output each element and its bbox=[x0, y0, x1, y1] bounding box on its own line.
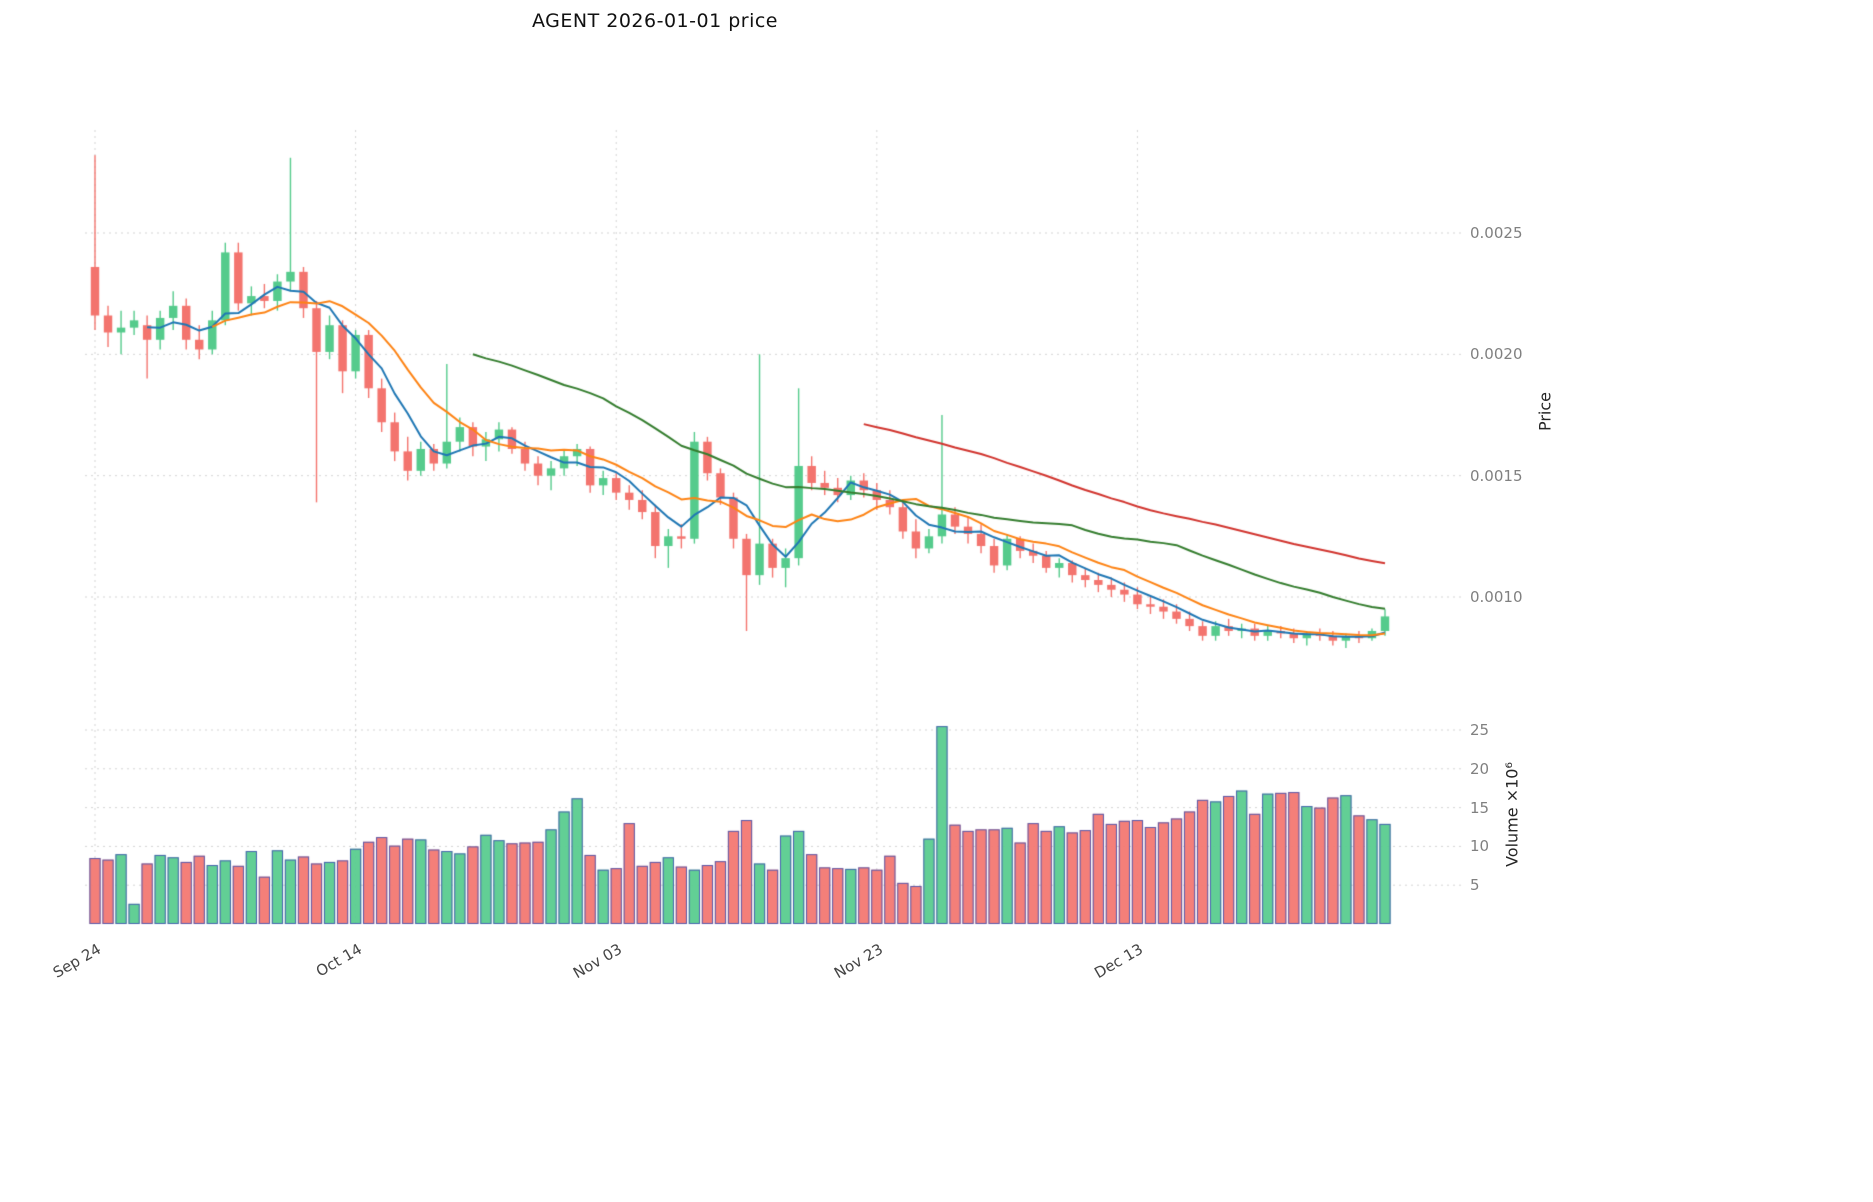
volume-tick-label: 10 bbox=[1470, 837, 1490, 856]
price-tick-label: 0.0025 bbox=[1470, 224, 1523, 242]
chart-title: AGENT 2026-01-01 price bbox=[532, 10, 778, 32]
volume-tick-label: 20 bbox=[1470, 759, 1490, 778]
volume-tick-label: 25 bbox=[1470, 721, 1490, 739]
price-axis-label: Price bbox=[1535, 391, 1555, 432]
price-tick-label: 0.0015 bbox=[1470, 466, 1523, 485]
volume-axis-label: Volume ×10⁶ bbox=[1502, 762, 1522, 867]
volume-tick-label: 5 bbox=[1470, 876, 1480, 895]
volume-tick-label: 15 bbox=[1470, 798, 1490, 817]
price-tick-label: 0.0020 bbox=[1470, 345, 1523, 364]
price-tick-label: 0.0010 bbox=[1470, 588, 1523, 606]
